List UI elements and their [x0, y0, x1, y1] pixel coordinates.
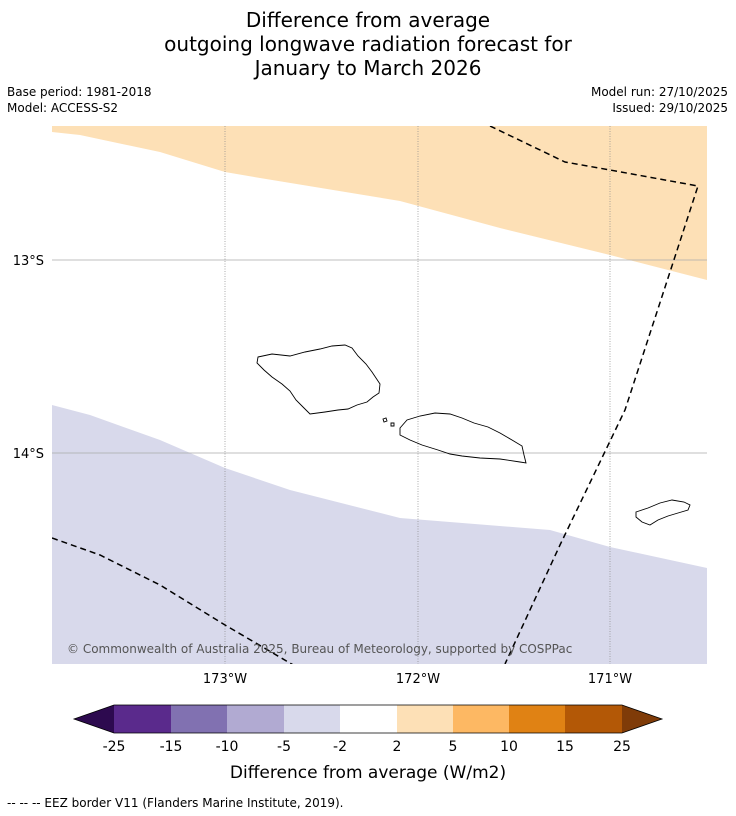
island-tutuila	[635, 499, 691, 526]
colorbar-tick: 15	[556, 739, 574, 755]
lon-label-173w: 173°W	[203, 672, 247, 687]
title-line-1: Difference from average	[245, 8, 491, 32]
colorbar-bin	[284, 705, 340, 733]
base-period: Base period: 1981-2018	[7, 85, 152, 99]
island-savaii	[256, 344, 381, 415]
colorbar-tick: 2	[393, 739, 402, 755]
colorbar-tick: -15	[160, 739, 183, 755]
colorbar-tick: -10	[216, 739, 239, 755]
copyright-notice: © Commonwealth of Australia 2025, Bureau…	[67, 642, 572, 656]
lat-label-14s: 14°S	[13, 447, 44, 462]
map-area: © Commonwealth of Australia 2025, Bureau…	[52, 126, 707, 664]
model-name: Model: ACCESS-S2	[7, 101, 119, 115]
island-apolima	[390, 422, 395, 427]
colorbar: -25 -15 -10 -5 -2 2 5 10 15 25 Differenc…	[72, 704, 664, 783]
title-line-2: outgoing longwave radiation forecast for	[164, 32, 572, 56]
colorbar-extend-low	[74, 705, 114, 733]
colorbar-bin	[397, 705, 453, 733]
colorbar-bin	[340, 705, 397, 733]
colorbar-bin	[565, 705, 622, 733]
colorbar-bin	[509, 705, 565, 733]
issued-date: Issued: 29/10/2025	[612, 101, 728, 115]
island-manono	[382, 417, 388, 423]
lon-label-172w: 172°W	[396, 672, 440, 687]
colorbar-tick: -25	[103, 739, 126, 755]
title-line-3: January to March 2026	[254, 56, 482, 80]
colorbar-label: Difference from average (W/m2)	[230, 763, 506, 783]
anomaly-region-positive	[52, 126, 707, 280]
colorbar-bin	[114, 705, 171, 733]
colorbar-tick: 10	[500, 739, 518, 755]
colorbar-outline	[72, 704, 664, 734]
colorbar-bin	[171, 705, 227, 733]
anomaly-region-negative	[52, 405, 707, 664]
eez-footnote: -- -- -- EEZ border V11 (Flanders Marine…	[7, 796, 344, 810]
colorbar-tick: 25	[613, 739, 631, 755]
colorbar-tick: -5	[277, 739, 291, 755]
colorbar-tick: 5	[449, 739, 458, 755]
model-run: Model run: 27/10/2025	[590, 85, 728, 99]
lat-label-13s: 13°S	[13, 254, 44, 269]
colorbar-bin	[227, 705, 284, 733]
colorbar-tick: -2	[333, 739, 347, 755]
colorbar-extend-high	[622, 705, 662, 733]
eez-border-north	[489, 126, 699, 664]
eez-border-southwest	[52, 537, 294, 664]
lon-label-171w: 171°W	[588, 672, 632, 687]
island-upolu	[399, 412, 527, 464]
colorbar-bin	[453, 705, 509, 733]
